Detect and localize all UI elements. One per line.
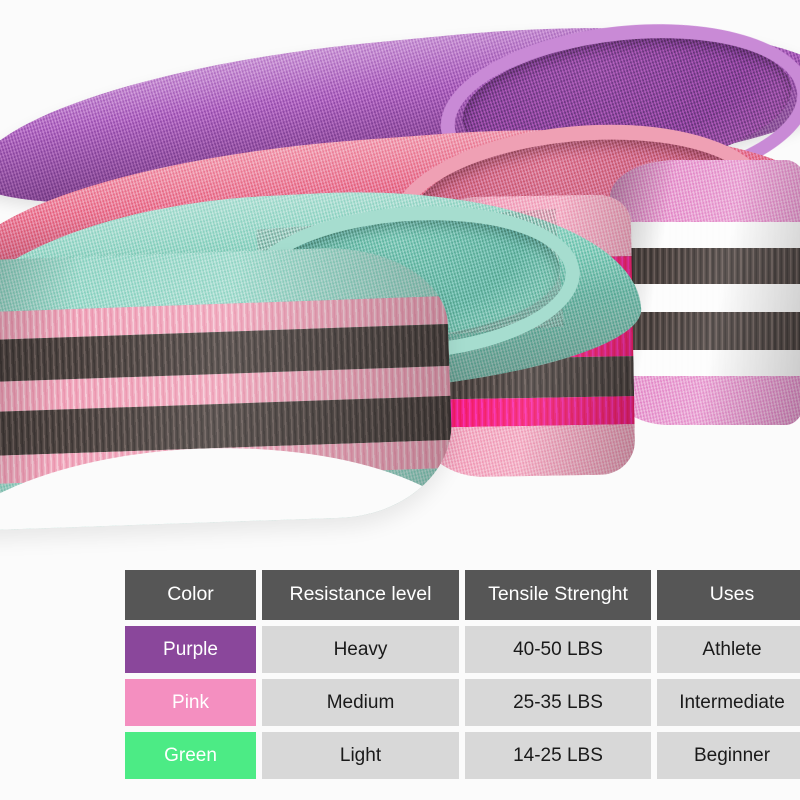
stripe-dark [610, 312, 800, 350]
header-uses: Uses [657, 570, 800, 620]
stripe-white [610, 350, 800, 376]
stripe-white [610, 222, 800, 248]
table-row: Purple Heavy 40-50 LBS Athlete [125, 626, 800, 673]
header-color: Color [125, 570, 256, 620]
stripe-white [610, 284, 800, 312]
cell-tensile-pink: 25-35 LBS [465, 679, 651, 726]
cell-uses-purple: Athlete [657, 626, 800, 673]
cell-uses-pink: Intermediate [657, 679, 800, 726]
cell-tensile-green: 14-25 LBS [465, 732, 651, 779]
stripe-base [610, 376, 800, 425]
shading [610, 160, 800, 425]
product-photo [0, 0, 800, 532]
table-header-row: Color Resistance level Tensile Strenght … [125, 570, 800, 620]
cell-resistance-purple: Heavy [262, 626, 459, 673]
header-tensile: Tensile Strenght [465, 570, 651, 620]
spec-table: Color Resistance level Tensile Strenght … [125, 570, 800, 779]
cell-tensile-purple: 40-50 LBS [465, 626, 651, 673]
cell-color-pink: Pink [125, 679, 256, 726]
table-row: Green Light 14-25 LBS Beginner [125, 732, 800, 779]
cell-resistance-green: Light [262, 732, 459, 779]
purple-band-striped-face [610, 160, 800, 425]
stripe-base [610, 160, 800, 222]
cell-color-green: Green [125, 732, 256, 779]
cell-uses-green: Beginner [657, 732, 800, 779]
header-resistance: Resistance level [262, 570, 459, 620]
cell-color-purple: Purple [125, 626, 256, 673]
table-row: Pink Medium 25-35 LBS Intermediate [125, 679, 800, 726]
stripe-dark [610, 248, 800, 284]
green-band-striped-face [0, 244, 455, 532]
cell-resistance-pink: Medium [262, 679, 459, 726]
